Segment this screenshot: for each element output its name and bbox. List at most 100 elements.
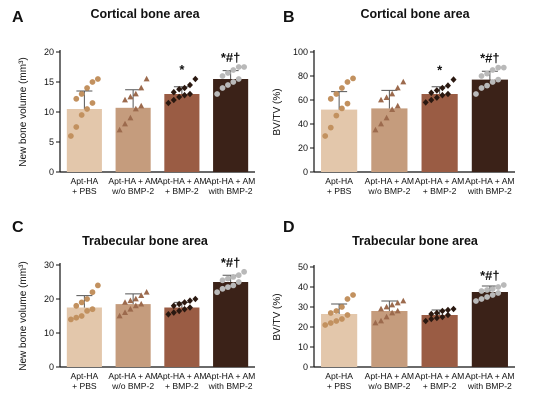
significance-marker: * — [179, 62, 185, 77]
data-point — [389, 301, 396, 308]
data-point — [339, 316, 345, 322]
data-point — [389, 309, 396, 316]
data-point — [170, 309, 177, 316]
data-point — [327, 310, 334, 316]
data-point — [339, 85, 345, 91]
chart-title: Trabecular bone area — [352, 234, 479, 248]
bar — [213, 282, 249, 367]
data-point — [132, 105, 139, 112]
data-point — [219, 277, 226, 284]
data-point — [473, 91, 479, 97]
data-point — [344, 312, 351, 318]
y-tick-label: 100 — [293, 47, 308, 57]
data-point — [89, 306, 96, 313]
data-point — [333, 308, 340, 314]
significance-marker: *#† — [221, 255, 241, 270]
significance-marker: *#† — [221, 50, 241, 65]
x-category-label: Apt-HA + AM — [108, 176, 157, 186]
data-point — [84, 106, 90, 112]
x-category-label: + PBS — [327, 186, 352, 196]
data-point — [444, 311, 451, 319]
data-point — [181, 84, 188, 92]
data-point — [478, 85, 485, 91]
y-axis-label: New bone volume (mm³) — [18, 261, 29, 370]
data-point — [138, 84, 145, 91]
data-point — [127, 297, 134, 304]
data-point — [127, 306, 134, 312]
data-point — [225, 82, 231, 88]
data-point — [181, 299, 188, 306]
data-point — [170, 302, 177, 310]
significance-marker: *#† — [480, 268, 500, 283]
bar — [371, 108, 408, 172]
chart-title: Cortical bone area — [90, 7, 200, 21]
y-tick-label: 15 — [44, 77, 54, 87]
data-point — [394, 84, 401, 91]
data-point — [235, 279, 242, 285]
y-tick-label: 0 — [49, 167, 54, 177]
data-point — [181, 305, 188, 313]
data-point — [230, 67, 237, 73]
data-point — [378, 305, 385, 312]
data-point — [428, 89, 435, 97]
data-point — [450, 76, 457, 83]
y-tick-label: 20 — [298, 322, 308, 332]
y-tick-label: 5 — [49, 137, 54, 147]
data-point — [78, 313, 85, 319]
panel-letter: D — [283, 219, 295, 236]
x-category-label: Apt-HA + AM — [415, 371, 464, 381]
data-point — [333, 91, 340, 97]
bar — [115, 107, 151, 172]
data-point — [241, 268, 248, 275]
data-point — [439, 91, 446, 99]
data-point — [192, 295, 199, 303]
data-point — [383, 94, 390, 100]
data-point — [433, 94, 440, 101]
y-tick-label: 30 — [44, 260, 54, 270]
data-point — [186, 90, 193, 98]
data-point — [339, 304, 345, 310]
x-category-label: w/o BMP-2 — [111, 186, 154, 196]
data-point — [84, 85, 90, 91]
data-point — [439, 84, 446, 92]
data-point — [450, 305, 457, 313]
panel-letter: C — [12, 219, 24, 236]
x-category-label: + BMP-2 — [423, 381, 457, 391]
data-point — [73, 95, 80, 102]
bar — [321, 109, 358, 172]
x-category-label: + BMP-2 — [165, 186, 199, 196]
data-point — [378, 96, 385, 103]
data-point — [219, 285, 226, 292]
data-point — [176, 300, 183, 308]
x-category-label: Apt-HA + AM — [206, 176, 255, 186]
data-point — [327, 320, 334, 326]
data-point — [350, 292, 356, 298]
data-point — [132, 302, 139, 309]
bar — [471, 292, 508, 367]
y-tick-label: 20 — [298, 143, 308, 153]
panel-d: D Trabecular bone area BV/TV (%) 0 10 20 30 40 5… — [272, 219, 515, 391]
data-point — [394, 102, 401, 109]
x-category-label: Apt-HA + AM — [365, 371, 414, 381]
x-category-label: Apt-HA — [71, 371, 99, 381]
data-point — [484, 294, 490, 300]
data-point — [116, 126, 123, 133]
x-category-label: Apt-HA + AM — [206, 371, 255, 381]
data-point — [165, 311, 172, 318]
data-point — [181, 91, 188, 99]
panel-letter: A — [12, 9, 24, 26]
data-point — [235, 64, 242, 70]
data-point — [444, 306, 451, 314]
data-point — [138, 300, 145, 307]
y-tick-label: 50 — [298, 262, 308, 272]
data-point — [219, 73, 226, 79]
x-category-label: + PBS — [72, 186, 97, 196]
data-point — [327, 124, 334, 131]
data-point — [500, 64, 507, 71]
data-point — [327, 95, 334, 102]
x-category-label: + PBS — [72, 381, 97, 391]
data-point — [478, 73, 485, 79]
data-point — [344, 79, 351, 85]
data-point — [235, 76, 242, 82]
bar — [421, 94, 458, 172]
